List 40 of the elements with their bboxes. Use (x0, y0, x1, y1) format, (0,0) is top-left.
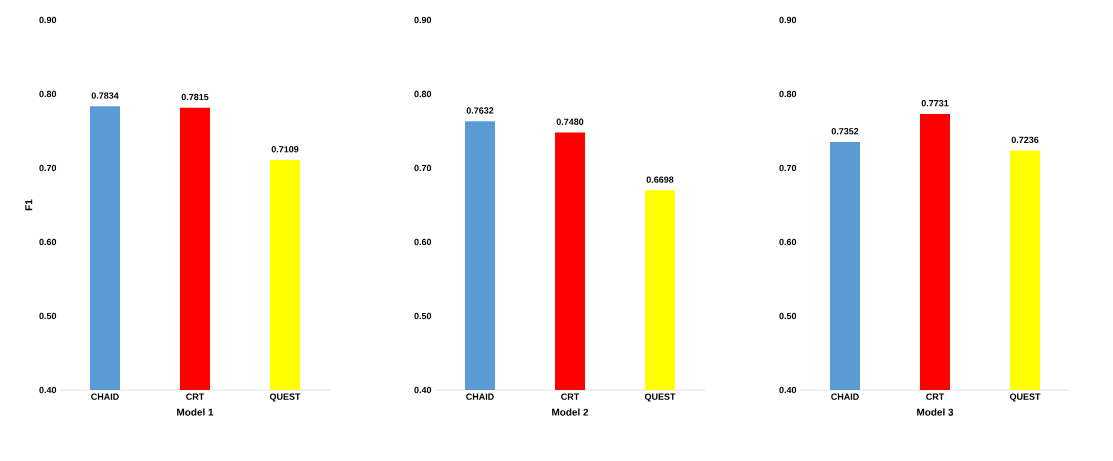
x-axis-title: Model 2 (552, 408, 589, 416)
y-axis-title: F1 (25, 199, 33, 211)
x-tick-label: QUEST (1009, 393, 1041, 402)
x-tick-label: CRT (561, 393, 580, 400)
y-tick-label: 0.90 (39, 16, 57, 24)
data-label: 0.7632 (466, 107, 494, 114)
y-tick-label: 0.70 (39, 164, 57, 172)
y-tick-label: 0.50 (779, 312, 797, 320)
x-axis-title: Model 3 (917, 408, 954, 416)
data-label: 0.7731 (921, 100, 949, 107)
y-tick-label: 0.90 (779, 16, 797, 24)
data-label: 0.7352 (831, 128, 859, 135)
y-tick-label: 0.50 (414, 312, 432, 320)
y-tick-label: 0.70 (414, 164, 432, 172)
x-tick-label: CRT (186, 393, 205, 400)
x-tick-label: CHAID (831, 393, 859, 400)
data-label: 0.7834 (91, 92, 119, 99)
y-tick-label: 0.90 (414, 16, 432, 24)
y-tick-label: 0.80 (414, 90, 432, 98)
y-tick-label: 0.40 (414, 386, 432, 394)
data-label: 0.6698 (646, 176, 674, 183)
data-label: 0.7236 (1011, 136, 1039, 144)
data-label: 0.7480 (556, 118, 584, 125)
x-tick-label: CHAID (466, 393, 494, 400)
y-tick-label: 0.80 (779, 90, 797, 98)
y-tick-label: 0.60 (414, 238, 432, 246)
data-label: 0.7109 (271, 146, 299, 153)
y-tick-label: 0.70 (779, 164, 797, 172)
y-tick-label: 0.40 (779, 386, 797, 394)
data-label: 0.7815 (181, 93, 209, 101)
y-tick-label: 0.60 (779, 238, 797, 246)
y-tick-label: 0.60 (39, 238, 57, 246)
x-axis-title: Model 1 (177, 408, 214, 416)
x-tick-label: QUEST (269, 393, 301, 402)
x-tick-label: QUEST (644, 393, 676, 402)
y-tick-label: 0.40 (39, 386, 57, 394)
x-tick-label: CRT (926, 393, 945, 400)
y-tick-label: 0.50 (39, 312, 57, 320)
y-tick-label: 0.80 (39, 90, 57, 98)
x-tick-label: CHAID (91, 393, 119, 400)
